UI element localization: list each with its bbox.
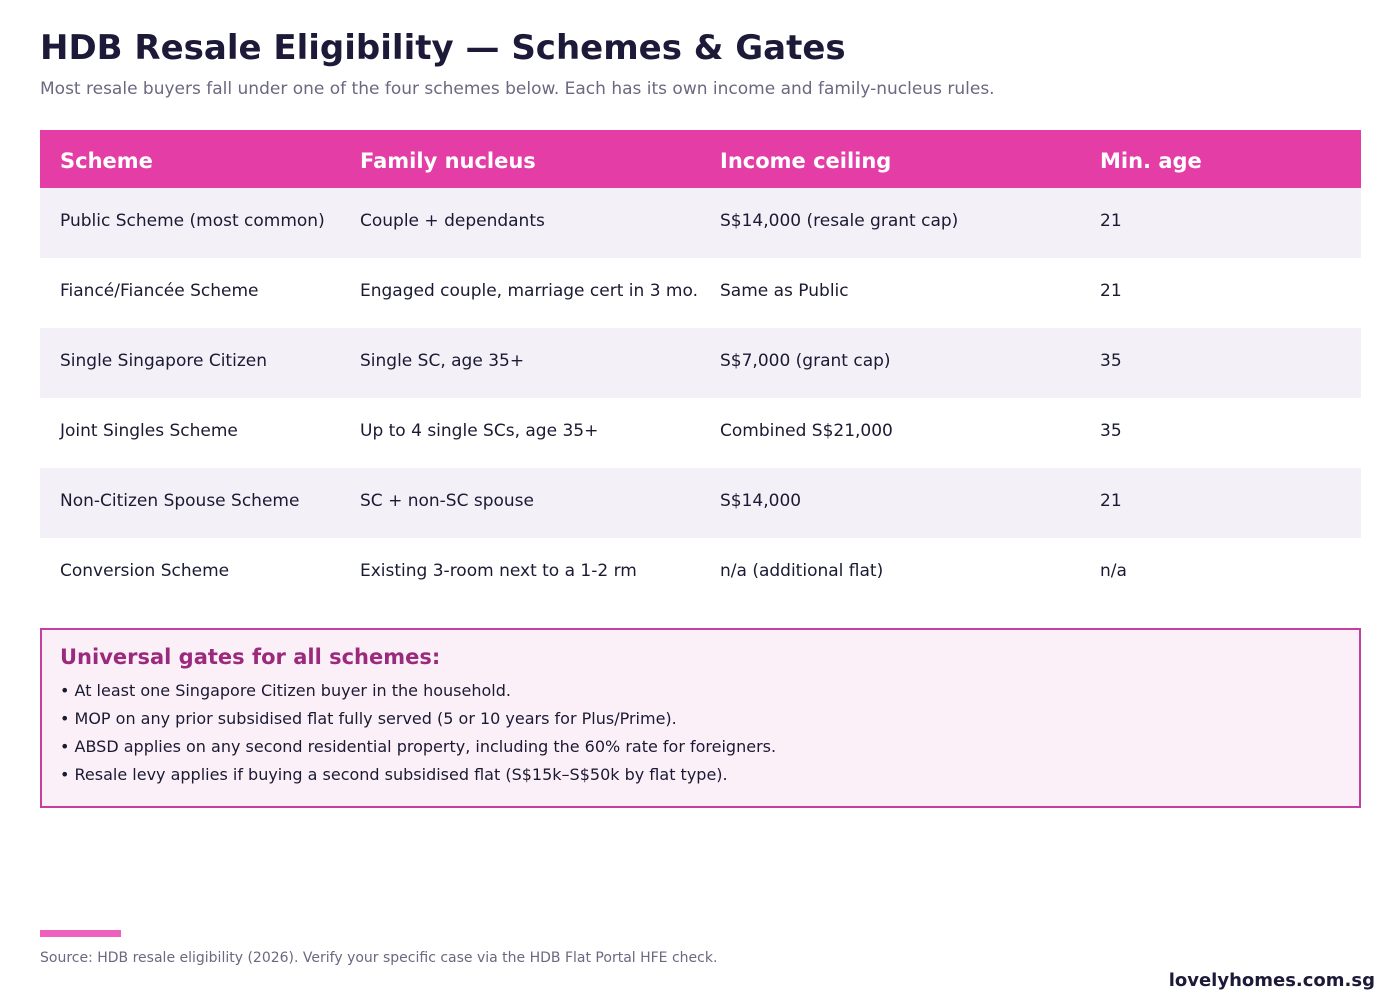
gates-list: • At least one Singapore Citizen buyer i… — [60, 677, 776, 789]
table-row: Conversion Scheme Existing 3-room next t… — [40, 538, 1361, 608]
cell-min-age: 35 — [1100, 421, 1122, 441]
list-item: • At least one Singapore Citizen buyer i… — [60, 681, 511, 700]
cell-family-nucleus: SC + non-SC spouse — [360, 491, 535, 511]
cell-min-age: 21 — [1100, 211, 1122, 231]
cell-scheme: Conversion Scheme — [60, 561, 230, 581]
cell-min-age: 21 — [1100, 281, 1122, 301]
cell-min-age: 35 — [1100, 351, 1122, 371]
cell-income-ceiling: S$14,000 — [720, 491, 802, 511]
list-item: • Resale levy applies if buying a second… — [60, 765, 728, 784]
column-header-income-ceiling: Income ceiling — [720, 149, 892, 173]
cell-scheme: Non-Citizen Spouse Scheme — [60, 491, 300, 511]
gates-title: Universal gates for all schemes: — [60, 645, 441, 669]
table-row: Non-Citizen Spouse Scheme SC + non-SC sp… — [40, 468, 1361, 538]
cell-scheme: Public Scheme (most common) — [60, 211, 325, 231]
cell-family-nucleus: Couple + dependants — [360, 211, 545, 231]
cell-scheme: Single Singapore Citizen — [60, 351, 267, 371]
cell-income-ceiling: n/a (additional flat) — [720, 561, 884, 581]
table-header-row: Scheme Family nucleus Income ceiling Min… — [40, 130, 1361, 188]
table-row: Single Singapore Citizen Single SC, age … — [40, 328, 1361, 398]
cell-family-nucleus: Single SC, age 35+ — [360, 351, 525, 371]
source-note: Source: HDB resale eligibility (2026). V… — [40, 950, 718, 966]
cell-family-nucleus: Engaged couple, marriage cert in 3 mo. — [360, 281, 698, 301]
cell-scheme: Fiancé/Fiancée Scheme — [60, 281, 259, 301]
column-header-min-age: Min. age — [1100, 149, 1202, 173]
column-header-scheme: Scheme — [60, 149, 153, 173]
cell-family-nucleus: Up to 4 single SCs, age 35+ — [360, 421, 599, 441]
cell-min-age: 21 — [1100, 491, 1122, 511]
page-title: HDB Resale Eligibility — Schemes & Gates — [40, 28, 846, 68]
cell-income-ceiling: S$14,000 (resale grant cap) — [720, 211, 959, 231]
cell-income-ceiling: Same as Public — [720, 281, 849, 301]
table-row: Joint Singles Scheme Up to 4 single SCs,… — [40, 398, 1361, 468]
list-item: • MOP on any prior subsidised flat fully… — [60, 709, 677, 728]
table-row: Fiancé/Fiancée Scheme Engaged couple, ma… — [40, 258, 1361, 328]
schemes-table: Scheme Family nucleus Income ceiling Min… — [40, 130, 1361, 608]
universal-gates-box: Universal gates for all schemes: • At le… — [40, 628, 1361, 808]
cell-income-ceiling: Combined S$21,000 — [720, 421, 893, 441]
brand-watermark: lovelyhomes.com.sg — [1168, 970, 1375, 991]
cell-min-age: n/a — [1100, 561, 1127, 581]
table-row: Public Scheme (most common) Couple + dep… — [40, 188, 1361, 258]
cell-family-nucleus: Existing 3-room next to a 1-2 rm — [360, 561, 637, 581]
cell-scheme: Joint Singles Scheme — [60, 421, 238, 441]
cell-income-ceiling: S$7,000 (grant cap) — [720, 351, 891, 371]
page-subtitle: Most resale buyers fall under one of the… — [40, 79, 995, 99]
list-item: • ABSD applies on any second residential… — [60, 737, 777, 756]
accent-divider — [40, 930, 121, 937]
column-header-family-nucleus: Family nucleus — [360, 149, 536, 173]
